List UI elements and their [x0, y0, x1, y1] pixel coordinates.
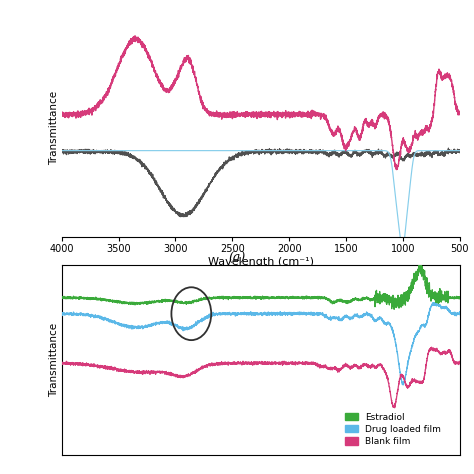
Y-axis label: Transmittance: Transmittance: [49, 91, 59, 165]
Legend: Estradiol, Drug loaded film, Blank film: Estradiol, Drug loaded film, Blank film: [342, 410, 443, 448]
Text: (a): (a): [228, 252, 246, 265]
X-axis label: Wavelength (cm⁻¹): Wavelength (cm⁻¹): [208, 257, 314, 267]
Y-axis label: Transmittance: Transmittance: [49, 323, 59, 397]
